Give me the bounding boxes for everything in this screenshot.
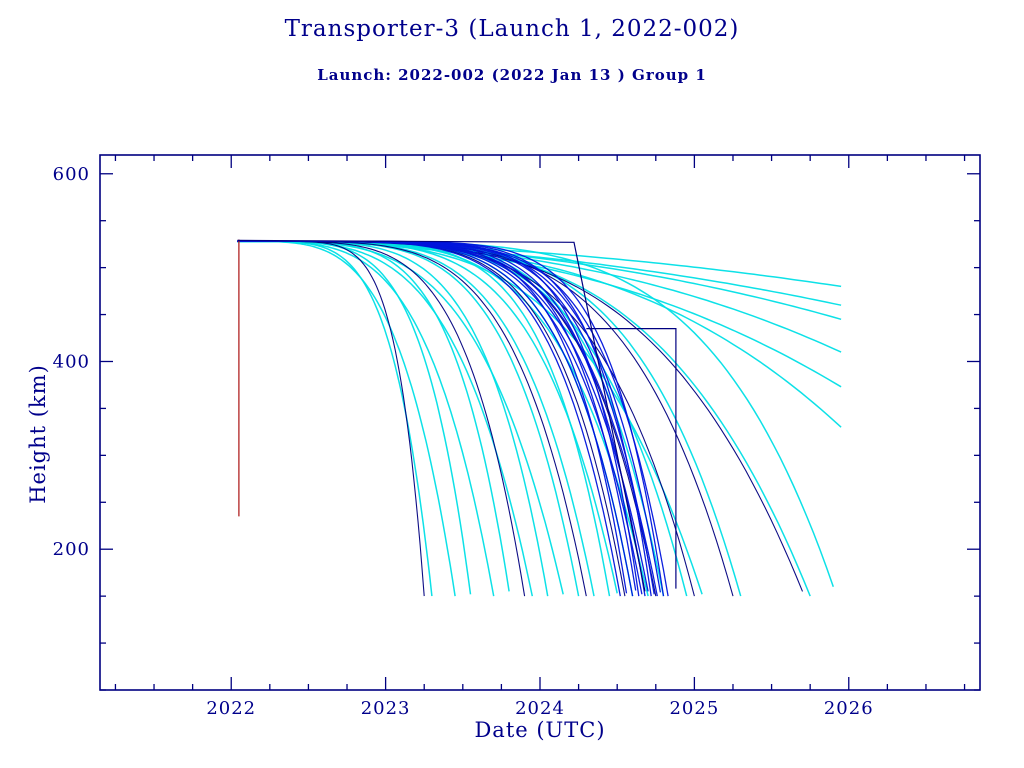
decay-curve	[237, 240, 495, 597]
x-tick-label: 2023	[361, 698, 411, 719]
decay-curve	[237, 240, 649, 597]
decay-curve	[237, 240, 564, 595]
y-tick-label: 200	[53, 539, 90, 560]
decay-curve	[237, 240, 595, 597]
x-axis-label: Date (UTC)	[474, 718, 606, 742]
y-tick-label: 400	[53, 351, 90, 372]
x-tick-label: 2024	[515, 698, 565, 719]
decay-curve	[237, 240, 649, 592]
decay-curve	[237, 240, 456, 597]
decay-curve	[237, 240, 695, 597]
decay-curve	[237, 240, 621, 597]
y-tick-label: 600	[53, 164, 90, 185]
x-tick-label: 2022	[206, 698, 256, 719]
decay-curve	[237, 240, 472, 595]
chart-title: Transporter-3 (Launch 1, 2022-002)	[284, 16, 740, 42]
x-tick-label: 2026	[824, 698, 874, 719]
x-tick-label: 2025	[669, 698, 719, 719]
decay-curve	[237, 240, 626, 597]
decay-curve	[237, 240, 534, 597]
plot-frame	[99, 154, 981, 691]
decay-curve	[237, 240, 742, 597]
envelope-top	[237, 239, 646, 592]
decay-curve	[237, 240, 688, 597]
decay-curve	[237, 240, 433, 597]
chart-subtitle: Launch: 2022-002 (2022 Jan 13 ) Group 1	[317, 66, 707, 84]
envelope-box	[586, 328, 677, 589]
